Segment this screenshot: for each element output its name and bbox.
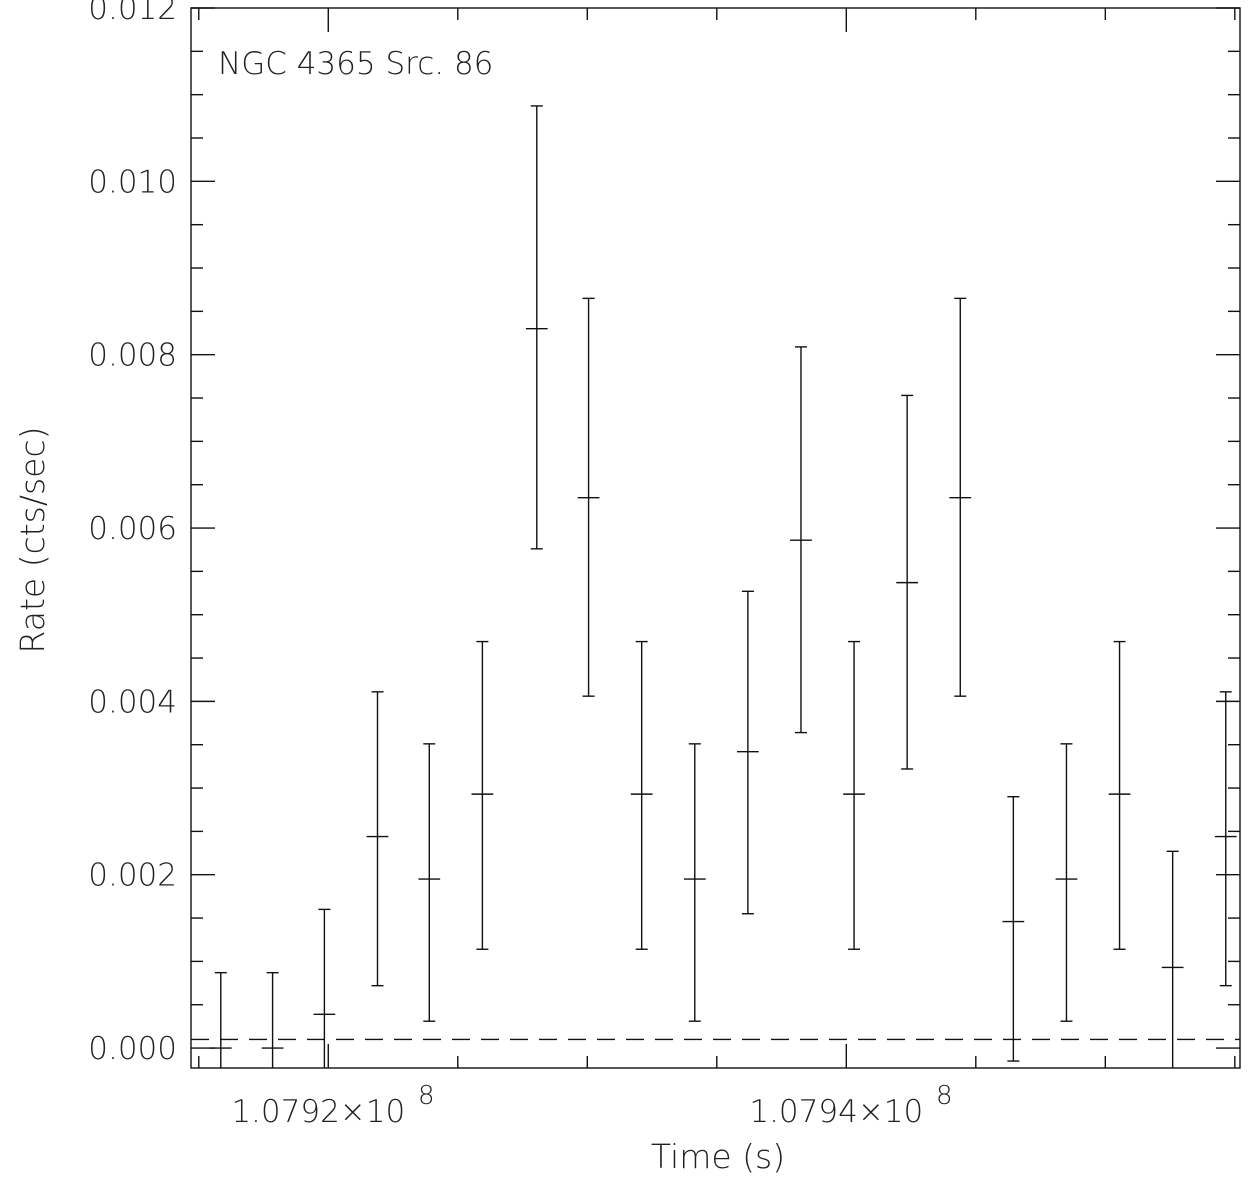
data-point [209,971,232,1068]
data-point [683,743,706,1022]
y-axis-title: Rate (cts/sec) [13,427,52,654]
data-point [577,297,600,697]
y-tick-label: 0.004 [88,684,177,720]
y-tick-label: 0.012 [88,0,177,27]
data-point [418,743,441,1022]
data-point [896,394,919,770]
data-point [790,346,812,734]
data-series [209,105,1237,1068]
data-point [843,640,865,950]
y-tick-label: 0.002 [88,858,177,894]
data-point [1214,691,1237,987]
y-tick-label: 0.010 [88,164,177,200]
data-point [949,297,972,697]
y-tick-label: 0.006 [88,511,177,547]
x-tick-label-exponent: 8 [936,1081,953,1111]
y-tick-label: 0.008 [88,338,177,374]
axes-box [190,7,1241,1069]
x-axis-title: Time (s) [651,1137,785,1176]
data-point [1108,640,1131,950]
data-point [261,971,284,1068]
x-tick-label-exponent: 8 [418,1081,435,1111]
plot-frame [190,7,1241,1069]
data-point [736,590,759,915]
data-point [1002,796,1025,1062]
data-point [1055,743,1078,1022]
x-tick-label: 1.0794×10 [749,1094,923,1130]
data-point [366,691,389,987]
data-point [525,105,548,550]
data-point [313,908,336,1068]
source-annotation: NGC 4365 Src. 86 [218,46,493,82]
x-axis-ticks: 1.0792×10 8 1.0794×10 8 [198,8,1236,1130]
y-axis-ticks: 0.000 0.002 0.004 0.006 0.008 0.010 0.012 [88,0,1240,1067]
y-tick-label: 0.000 [88,1031,177,1067]
data-point [630,640,653,950]
data-point [471,640,494,950]
x-tick-label: 1.0792×10 [231,1094,405,1130]
data-point [1161,850,1184,1068]
